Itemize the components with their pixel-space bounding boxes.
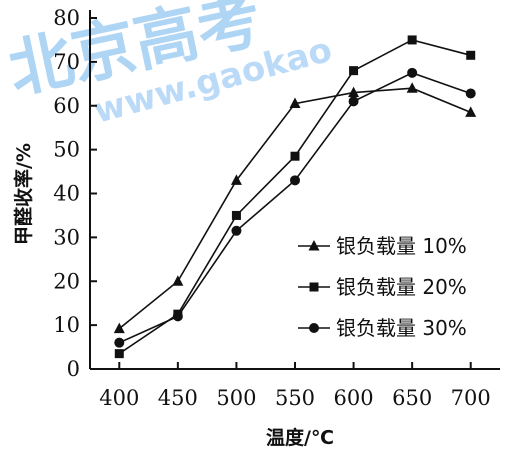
legend-label: 银负载量 30% [336,316,467,340]
data-point [465,106,477,117]
y-tick-label: 60 [53,94,80,118]
y-tick-label: 10 [53,313,80,337]
x-tick-label: 500 [216,386,256,410]
data-point [290,151,300,161]
legend-marker [309,282,319,292]
data-point [113,322,125,334]
data-point [230,174,242,185]
legend-item-2: 银负载量 20% [298,275,467,299]
legend-marker [308,240,320,251]
y-tick-label: 20 [53,269,80,293]
series-1 [113,82,477,334]
x-tick-label: 600 [334,386,374,410]
series-3 [114,67,476,348]
x-tick-label: 450 [158,386,198,410]
y-axis-label: 甲醛收率/% [12,143,35,245]
legend-item-3: 银负载量 30% [298,316,467,340]
legend-marker [309,323,319,333]
legend-label: 银负载量 20% [336,275,467,299]
legend-label: 银负载量 10% [336,234,467,258]
x-tick-label: 400 [99,386,139,410]
x-tick-label: 550 [275,386,315,410]
y-tick-label: 50 [53,138,80,162]
series-layer [113,35,477,359]
data-point [114,349,124,359]
legend-item-1: 银负载量 10% [298,234,467,258]
series-line [118,71,471,344]
data-point [465,88,476,99]
x-tick-label: 700 [451,386,491,410]
data-point [114,337,125,348]
data-point [349,66,359,76]
data-point [407,67,418,78]
data-point [406,82,418,93]
x-axis-label: 温度/℃ [266,426,334,449]
data-point [231,210,241,220]
y-tick-label: 80 [53,6,80,30]
data-point [348,86,360,98]
y-tick-label: 0 [67,357,80,381]
data-point [289,97,301,109]
data-point [290,175,300,186]
axes: 0 10 20 30 40 50 60 70 80 400 450 500 550 600 650 700 [53,6,500,410]
data-point [348,96,359,107]
y-tick-label: 40 [53,182,80,206]
y-tick-label: 70 [53,50,80,74]
data-point [172,311,183,322]
data-point [407,35,417,45]
x-tick-label: 650 [392,386,432,410]
y-tick-label: 30 [53,225,80,249]
data-point [231,225,242,236]
data-point [466,50,476,60]
data-point [172,275,184,286]
legend: 银负载量 10% 银负载量 20% 银负载量 30% [298,234,467,340]
